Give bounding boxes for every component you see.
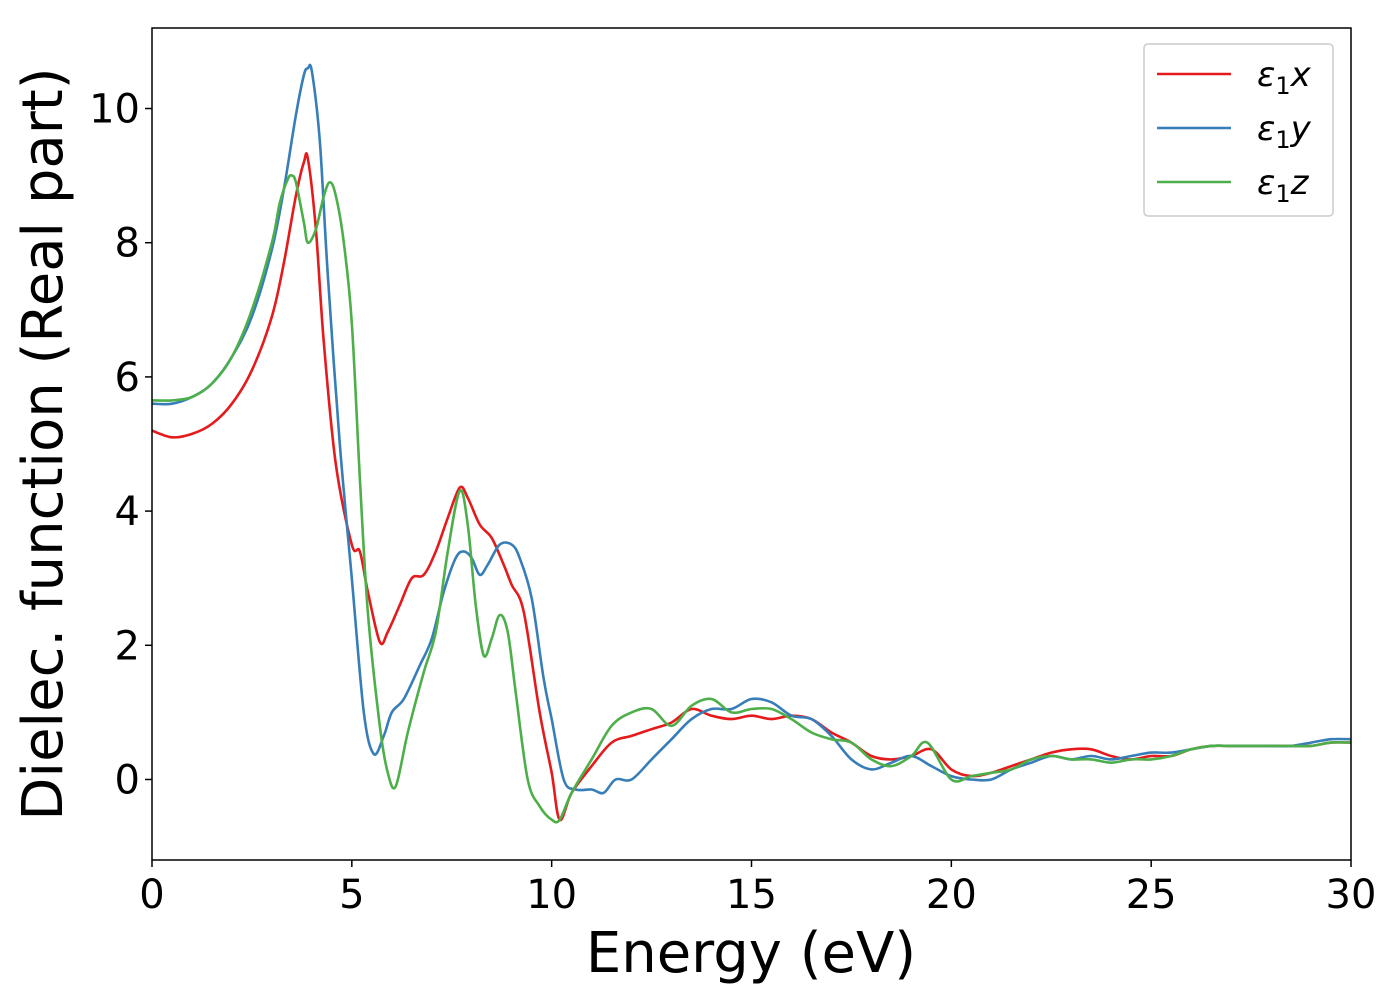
y-tick-label: 0 [115,757,140,803]
y-tick-label: 4 [115,489,140,535]
legend-label-z: ε1z [1257,163,1310,208]
legend-box [1143,43,1334,217]
legend-label-x: ε1x [1257,55,1312,100]
y-tick-label: 8 [115,221,140,267]
series-line-2 [152,63,1351,795]
legend-label-y: ε1y [1257,109,1312,154]
x-axis: 0 5 10 15 20 25 30 [139,860,1376,918]
x-tick-label: 20 [926,872,977,918]
y-tick-label: 2 [115,623,140,669]
legend: ε1x ε1y ε1z [1143,43,1334,217]
x-tick-label: 30 [1326,872,1377,918]
y-axis: 0 2 4 6 8 10 [89,87,152,803]
series-layer [152,63,1351,824]
x-tick-label: 10 [526,872,577,918]
x-axis-label: Energy (eV) [586,921,916,986]
x-tick-label: 15 [726,872,777,918]
x-tick-label: 0 [139,872,164,918]
x-tick-label: 5 [339,872,364,918]
y-tick-label: 6 [115,355,140,401]
y-axis-label: Dielec. function (Real part) [11,67,76,820]
series-line-3 [152,173,1351,824]
series-line-1 [152,152,1351,822]
x-tick-label: 25 [1126,872,1177,918]
y-tick-label: 10 [89,87,140,133]
